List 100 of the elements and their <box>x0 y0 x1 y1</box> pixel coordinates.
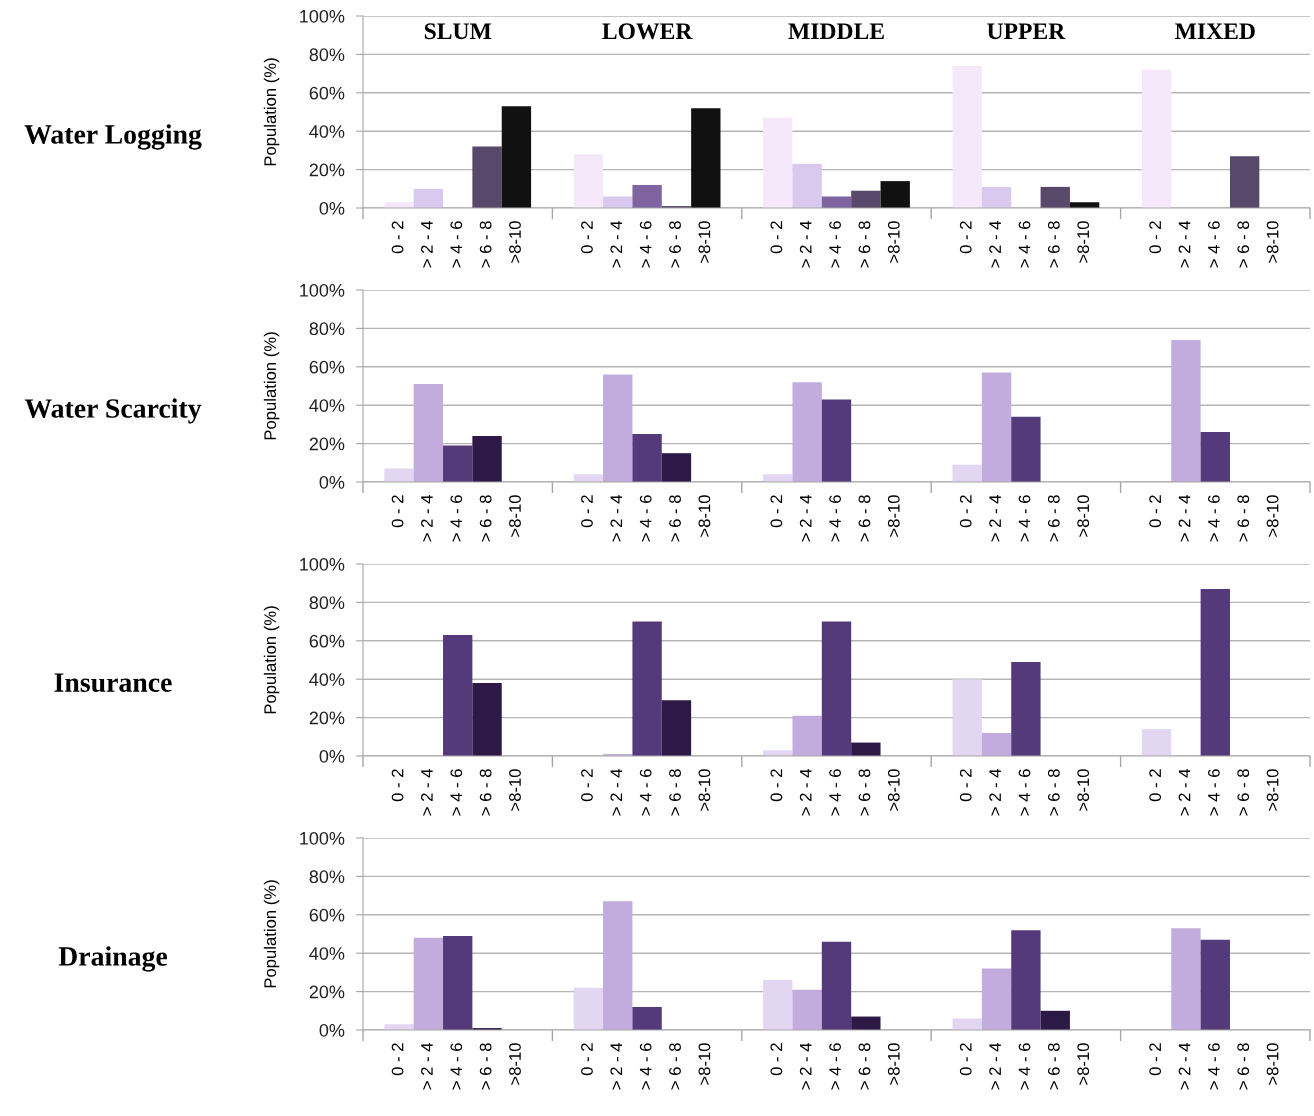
text: > 6 - 8 <box>858 221 871 268</box>
text: > 2 - 4 <box>610 220 623 268</box>
y-tick-label: 100% <box>300 831 345 845</box>
text: 0 - 2 <box>391 1043 404 1076</box>
text: > 2 - 4 <box>421 220 433 268</box>
text: Water Logging <box>24 124 202 150</box>
text: > 2 - 4 <box>799 494 812 542</box>
text: > 6 - 8 <box>1047 769 1060 816</box>
text: > 2 - 4 <box>421 768 433 816</box>
text: > 2 - 4 <box>610 768 623 816</box>
y-tick-label: 0% <box>319 1023 345 1037</box>
text: >8-10 <box>887 221 900 263</box>
text: 0 - 2 <box>1149 1043 1162 1076</box>
y-tick-label: 40% <box>309 673 345 686</box>
text: > 2 - 4 <box>799 220 812 268</box>
text: > 6 - 8 <box>479 1043 492 1090</box>
text: > 4 - 6 <box>1207 495 1220 542</box>
x-tick-label: LOWER <box>602 23 693 40</box>
text: 0 - 2 <box>959 221 972 254</box>
y-tick-label: 20% <box>309 985 345 999</box>
text: > 4 - 6 <box>1018 221 1031 268</box>
y-tick-label: 20% <box>309 437 345 451</box>
text: Drainage <box>58 946 168 972</box>
text: > 6 - 8 <box>669 495 681 542</box>
y-tick-label: 40% <box>309 399 345 412</box>
y-tick-label: 0% <box>319 201 345 215</box>
text: 0 - 2 <box>1149 769 1162 802</box>
x-tick-label: MIDDLE <box>788 23 884 40</box>
y-tick-label: 60% <box>309 908 345 922</box>
y-tick-label: 100% <box>300 557 345 571</box>
text: >8-10 <box>509 769 521 811</box>
text: > 2 - 4 <box>1178 494 1191 542</box>
text: > 4 - 6 <box>450 1043 463 1090</box>
y-tick-label: 0% <box>319 475 345 489</box>
text: > 4 - 6 <box>639 769 652 816</box>
text: >8-10 <box>698 769 711 811</box>
text: > 2 - 4 <box>799 768 812 816</box>
text: > 2 - 4 <box>989 768 1001 816</box>
text: > 2 - 4 <box>1178 768 1191 816</box>
text: > 2 - 4 <box>610 1042 623 1090</box>
text: >8-10 <box>698 1043 711 1085</box>
y-tick-label: 60% <box>309 86 345 100</box>
text: > 4 - 6 <box>829 769 841 816</box>
text: > 6 - 8 <box>669 221 681 268</box>
text: > 4 - 6 <box>829 221 841 268</box>
y-tick-label: 100% <box>300 9 345 23</box>
text: Insurance <box>54 673 172 692</box>
text: >8-10 <box>1266 1043 1279 1085</box>
y-tick-label: 100% <box>300 283 345 297</box>
text: 0 - 2 <box>581 221 593 254</box>
text: > 6 - 8 <box>669 1043 681 1090</box>
text: > 4 - 6 <box>829 495 841 542</box>
y-tick-label: 0% <box>319 749 345 763</box>
y-axis-title: Population (%) <box>263 58 280 166</box>
text: > 6 - 8 <box>1047 221 1060 268</box>
text: 0 - 2 <box>770 769 783 802</box>
text: > 6 - 8 <box>479 769 492 816</box>
text: >8-10 <box>698 495 711 537</box>
text: > 4 - 6 <box>1018 769 1031 816</box>
text: > 6 - 8 <box>1237 1043 1250 1090</box>
text: >8-10 <box>1077 1043 1090 1085</box>
x-tick-label: UPPER <box>987 23 1066 40</box>
text: >8-10 <box>1077 769 1090 811</box>
x-tick-label: SLUM <box>424 23 492 40</box>
text: > 2 - 4 <box>421 494 433 542</box>
y-axis-title: Population (%) <box>263 606 280 714</box>
y-tick-label: 40% <box>309 947 345 960</box>
text: >8-10 <box>887 495 900 537</box>
text: >8-10 <box>1266 495 1279 537</box>
text: > 6 - 8 <box>669 769 681 816</box>
y-tick-label: 20% <box>309 711 345 725</box>
text: 0 - 2 <box>959 495 972 528</box>
x-tick-label: MIXED <box>1175 23 1255 40</box>
text: 0 - 2 <box>1149 221 1162 254</box>
text: Water Scarcity <box>24 398 202 424</box>
text: > 6 - 8 <box>479 495 492 542</box>
text: > 6 - 8 <box>858 1043 871 1090</box>
text: > 2 - 4 <box>1178 220 1191 268</box>
text: > 2 - 4 <box>610 494 623 542</box>
y-tick-label: 80% <box>309 322 345 336</box>
text: > 4 - 6 <box>1207 1043 1220 1090</box>
text: > 6 - 8 <box>1237 495 1250 542</box>
text: >8-10 <box>1077 221 1090 263</box>
text: > 6 - 8 <box>1047 1043 1060 1090</box>
y-tick-label: 60% <box>309 360 345 374</box>
text: >8-10 <box>1266 769 1279 811</box>
text: > 6 - 8 <box>479 221 492 268</box>
text: > 4 - 6 <box>450 495 463 542</box>
text: 0 - 2 <box>391 495 404 528</box>
text: >8-10 <box>509 495 521 537</box>
y-axis-title: Population (%) <box>263 332 280 440</box>
text: > 4 - 6 <box>1207 769 1220 816</box>
text: 0 - 2 <box>581 495 593 528</box>
text: 0 - 2 <box>770 495 783 528</box>
text: >8-10 <box>887 1043 900 1085</box>
text: > 2 - 4 <box>989 494 1001 542</box>
text: 0 - 2 <box>581 1043 593 1076</box>
text: > 6 - 8 <box>1237 769 1250 816</box>
text: 0 - 2 <box>581 769 593 802</box>
text: > 4 - 6 <box>450 221 463 268</box>
